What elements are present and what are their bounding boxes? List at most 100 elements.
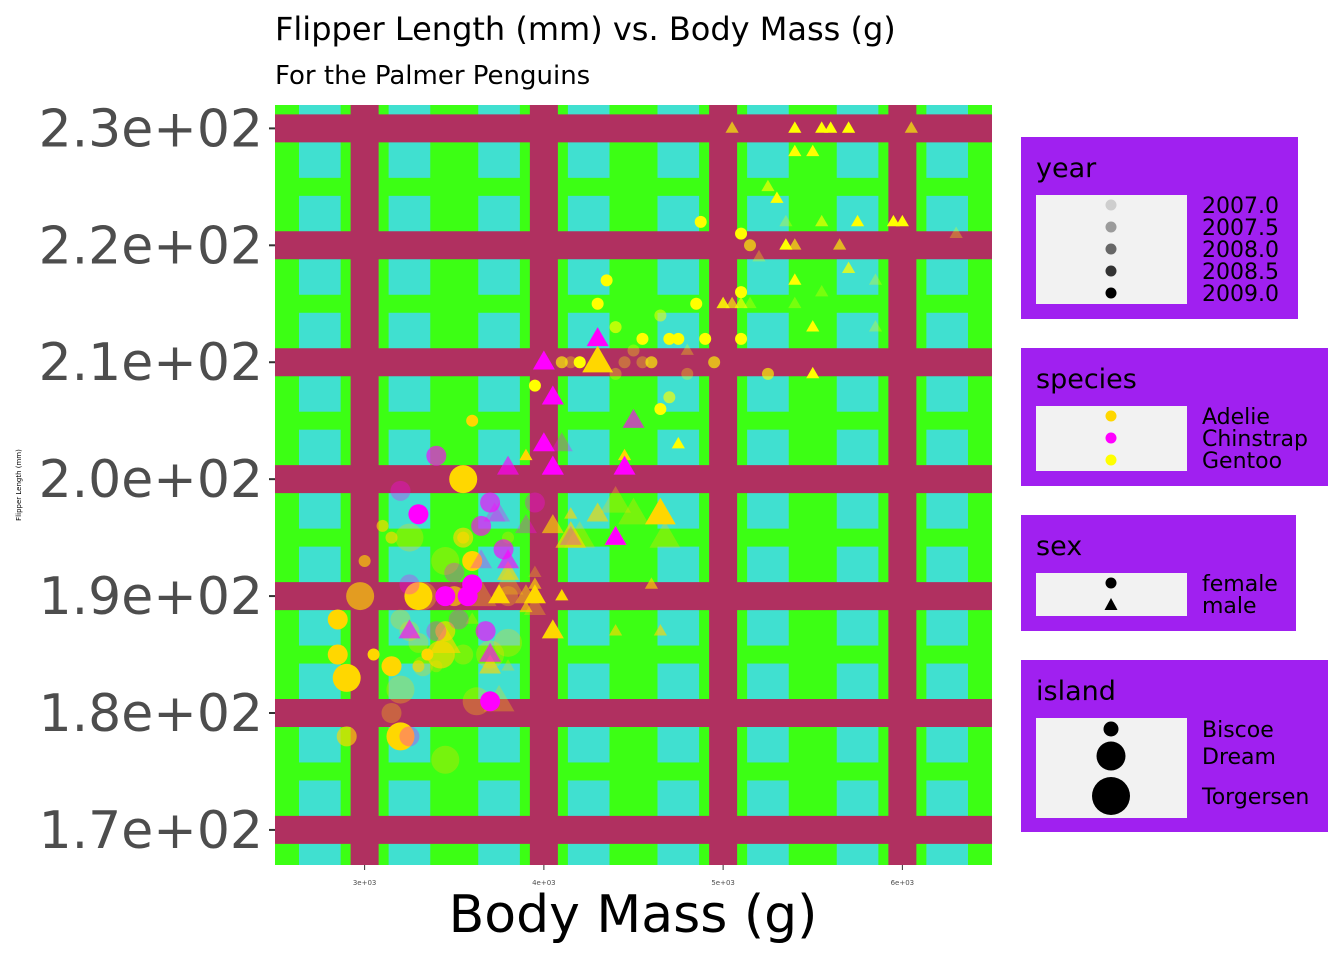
data-point: [842, 261, 856, 274]
panel-cell: [657, 137, 700, 178]
panel-cell: [388, 371, 431, 412]
data-point: [586, 327, 609, 347]
data-point: [949, 226, 963, 238]
panel-cell: [299, 488, 341, 529]
data-point: [644, 577, 659, 589]
data-point: [398, 619, 421, 639]
panel-cell: [926, 663, 968, 704]
legend-key: [1105, 287, 1117, 299]
data-point: [815, 285, 829, 297]
panel-cell: [747, 605, 789, 646]
data-point: [708, 356, 721, 369]
data-point: [779, 214, 793, 227]
data-point: [327, 609, 348, 630]
legend-key: [1105, 221, 1117, 233]
legend-key: [1105, 199, 1117, 211]
data-point: [654, 309, 667, 322]
data-point: [842, 121, 856, 133]
data-point: [550, 432, 573, 452]
panel-cell: [478, 429, 520, 471]
data-point: [815, 121, 829, 133]
data-point: [462, 551, 483, 571]
y-tick-label: 2.2e+02: [39, 216, 263, 276]
panel-cell: [926, 254, 968, 295]
panel-cell: [299, 429, 341, 471]
data-point: [672, 332, 685, 345]
data-points: [327, 121, 963, 774]
x-axis: 3e+03 4e+03 5e+03 6e+03: [353, 865, 914, 887]
data-point: [555, 521, 587, 548]
panel-cell: [299, 195, 341, 237]
panel-cell: [299, 371, 341, 412]
panel-cell: [836, 722, 879, 763]
legend-label: 2008.5: [1202, 260, 1279, 285]
data-point: [497, 560, 520, 580]
panel-cell: [657, 254, 700, 295]
data-point: [788, 296, 802, 309]
panel-cell: [747, 254, 789, 295]
data-point: [346, 582, 375, 611]
data-point: [480, 492, 501, 513]
panel-cell: [926, 722, 968, 763]
data-point: [770, 191, 784, 203]
data-point: [564, 356, 577, 369]
legend-key: [1092, 777, 1130, 815]
data-point: [735, 227, 748, 240]
data-point: [395, 523, 424, 552]
data-point: [654, 309, 667, 322]
panel-cell: [836, 371, 879, 412]
panel-cell: [567, 780, 610, 821]
panel-cell: [567, 605, 610, 646]
data-point: [895, 214, 909, 227]
data-point: [466, 414, 479, 427]
data-point: [690, 297, 703, 310]
data-point: [471, 515, 492, 536]
panel-cell: [747, 429, 789, 471]
data-point: [514, 514, 537, 534]
panel-cell: [567, 371, 610, 412]
y-tick-label: 1.9e+02: [39, 567, 263, 627]
panel-cell: [299, 546, 341, 588]
panel-cell: [836, 488, 879, 529]
panel-cell: [478, 195, 520, 237]
data-point: [788, 273, 802, 285]
x-tick-label: 6e+03: [891, 879, 915, 887]
panel-cell: [836, 605, 879, 646]
panel-cell: [388, 254, 431, 295]
panel-cell: [388, 546, 431, 588]
panel-cell: [567, 488, 610, 529]
data-point: [488, 502, 511, 522]
data-point: [483, 502, 506, 522]
data-point: [680, 343, 694, 355]
data-point: [376, 519, 389, 532]
data-point: [559, 525, 582, 545]
panel-cell: [836, 546, 879, 588]
legend-label: male: [1202, 594, 1257, 619]
data-point: [479, 642, 502, 662]
x-tick-label: 3e+03: [353, 879, 377, 887]
data-point: [600, 486, 631, 513]
data-point: [573, 356, 586, 369]
legend-label: female: [1202, 572, 1278, 597]
legend-key: [1105, 410, 1117, 422]
data-point: [850, 214, 865, 227]
data-point: [404, 582, 433, 611]
data-point: [435, 621, 456, 642]
legend-title: island: [1036, 676, 1116, 707]
panel-cell: [299, 780, 341, 821]
legend-label: Gentoo: [1202, 449, 1282, 474]
data-point: [815, 214, 829, 227]
data-point: [412, 660, 425, 673]
panel-cell: [657, 663, 700, 704]
data-point: [497, 455, 520, 475]
data-point: [528, 379, 541, 392]
panel-cell: [299, 254, 341, 295]
data-point: [386, 722, 415, 751]
panel-cell: [747, 546, 789, 588]
x-axis-label: Body Mass (g): [449, 885, 818, 945]
data-point: [609, 321, 622, 334]
data-point: [725, 296, 739, 309]
panel-cell: [567, 254, 610, 295]
panel-cell: [299, 722, 341, 763]
